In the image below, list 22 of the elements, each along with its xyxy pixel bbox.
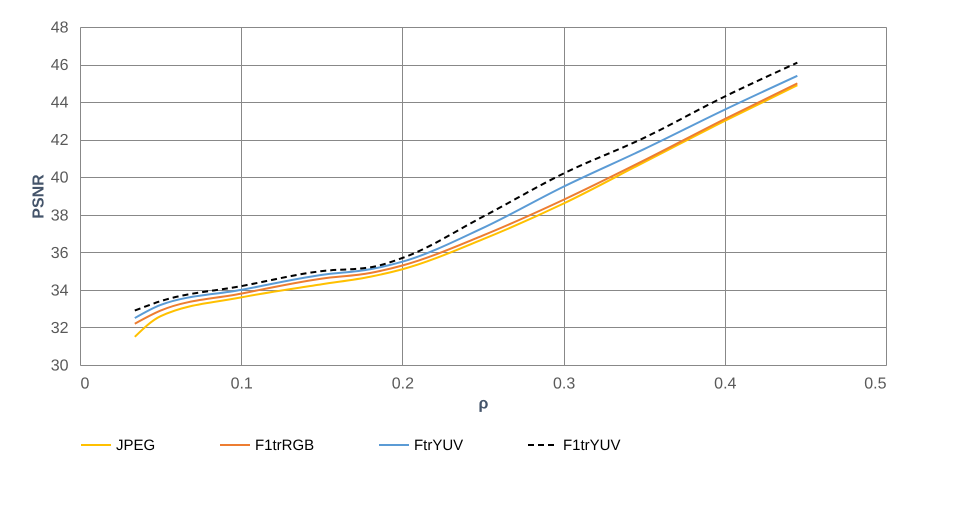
x-tick-label: 0 [80,376,90,392]
y-tick-label: 48 [50,20,69,36]
y-tick-label: 44 [50,94,69,112]
y-tick-label: 42 [50,132,69,150]
y-tick-label: 40 [50,170,69,187]
x-tick-label: 0.5 [864,376,887,392]
y-tick-label: 30 [50,358,69,374]
x-tick-label: 0.2 [392,376,414,392]
y-tick-label: 46 [50,57,69,74]
y-tick-label: 38 [50,207,69,224]
y-tick-label: 34 [50,282,69,300]
legend-label: JPEG [116,437,156,454]
x-tick-label: 0.4 [714,376,737,392]
legend-label: FtrYUV [414,437,464,454]
x-tick-label: 0.1 [230,376,253,392]
x-axis-title: ρ [478,396,489,412]
legend-label: F1trYUV [563,437,621,454]
y-tick-label: 32 [50,320,69,337]
x-tick-label: 0.3 [552,376,576,392]
y-axis-title: PSNR [30,174,48,219]
legend-label: F1trRGB [255,437,314,454]
y-tick-label: 36 [50,244,69,262]
